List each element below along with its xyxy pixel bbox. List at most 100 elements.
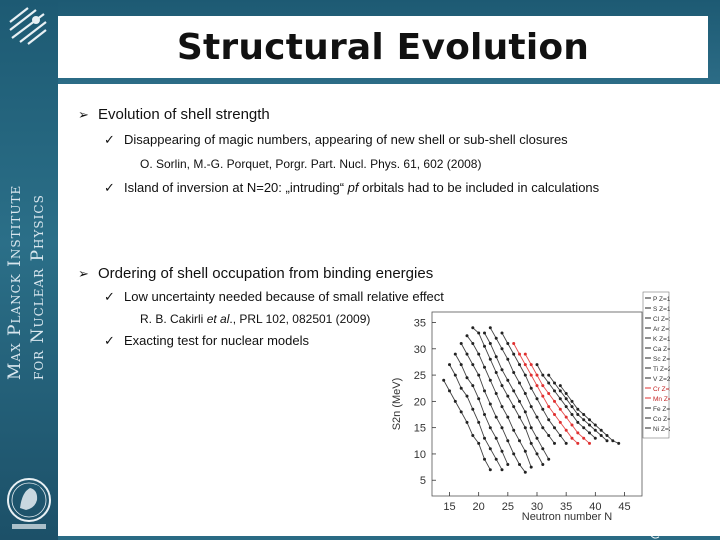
series-point — [471, 434, 475, 437]
x-tick-label: 45 — [618, 501, 630, 513]
y-tick-label: 10 — [414, 449, 426, 461]
bullet-2-sub-1-text: Low uncertainty needed because of small … — [124, 289, 444, 304]
series-point — [500, 384, 504, 388]
series-point — [523, 426, 527, 430]
bullet-1: ➢ Evolution of shell strength — [78, 106, 270, 123]
series-point — [488, 342, 492, 345]
reference-sorlin-text: O. Sorlin, M.-G. Porquet, Porgr. Part. N… — [140, 157, 482, 171]
institute-logo-icon — [9, 7, 47, 45]
series-point — [541, 426, 545, 430]
series-point — [529, 363, 533, 367]
series-point — [570, 405, 574, 409]
series-point — [488, 426, 492, 430]
series-point — [547, 457, 551, 461]
bullet-2-sub-2: ✓ Exacting test for nuclear models — [104, 333, 309, 349]
series-point — [512, 405, 516, 409]
series-point — [541, 394, 545, 398]
series-point — [547, 373, 551, 377]
series-point — [541, 373, 545, 377]
series-point — [535, 363, 539, 367]
bullet-2-text: Ordering of shell occupation from bindin… — [98, 265, 434, 282]
series-point — [483, 413, 486, 416]
series-point — [494, 336, 498, 340]
series-point — [547, 418, 551, 422]
legend-entry: Fe Z=26 — [653, 406, 670, 413]
series-point — [488, 402, 492, 406]
bullet-1-text: Evolution of shell strength — [98, 106, 270, 123]
series-point — [553, 381, 556, 385]
x-tick-label: 40 — [589, 501, 601, 513]
series-point — [483, 457, 486, 461]
series-point — [453, 399, 457, 403]
series-point — [523, 352, 527, 356]
institute-line-1: Max Planck Institute — [5, 184, 25, 380]
series-point — [558, 434, 562, 437]
series-point — [588, 418, 591, 422]
series-point — [459, 410, 463, 414]
plot-frame — [431, 311, 643, 497]
series-point — [500, 449, 504, 453]
series-point — [442, 378, 446, 382]
series-point — [500, 426, 504, 430]
x-tick-label: 20 — [473, 501, 485, 513]
series-point — [582, 436, 586, 440]
series-point — [558, 389, 562, 393]
series-point — [518, 381, 521, 385]
series-point — [506, 463, 510, 466]
series-point — [500, 347, 504, 351]
y-tick-label: 25 — [414, 370, 426, 382]
series-point — [564, 415, 568, 419]
series-point — [465, 352, 469, 356]
series-point — [448, 389, 451, 393]
series-point — [599, 428, 603, 432]
series-point — [547, 434, 551, 437]
series-point — [494, 415, 498, 419]
y-tick-label: 5 — [420, 475, 426, 487]
series-point — [465, 376, 469, 380]
legend-entry: K Z=19 — [653, 336, 670, 343]
series-point — [471, 363, 475, 367]
series-point — [471, 407, 475, 411]
y-tick-label: 15 — [414, 423, 426, 435]
x-axis-label: Neutron number N — [522, 511, 613, 523]
series-point — [488, 378, 492, 382]
series-point — [553, 426, 556, 430]
series-point — [477, 352, 481, 356]
series-point — [535, 373, 539, 377]
series-point — [541, 407, 545, 411]
series-point — [558, 397, 562, 401]
series-line — [449, 364, 503, 470]
series-point — [494, 457, 498, 461]
bullet-1-sub-2-em: pf — [347, 180, 359, 195]
series-point — [465, 334, 469, 338]
series-point — [605, 439, 609, 443]
series-point — [558, 420, 562, 424]
series-point — [494, 436, 498, 440]
series-line — [484, 332, 550, 460]
series-point — [483, 436, 486, 440]
series-point — [582, 418, 586, 422]
series-point — [518, 415, 521, 419]
series-line — [489, 327, 555, 444]
series-point — [512, 371, 516, 374]
bullet-1-sub-2-text-a: Island of inversion at N=20: „intruding“ — [124, 180, 348, 195]
series-point — [553, 441, 556, 445]
series-point — [500, 331, 504, 335]
series-point — [459, 342, 463, 345]
reference-cakirli-b: ., PRL 102, 082501 (2009) — [229, 312, 371, 326]
legend-entry: Cl Z=17 — [653, 316, 670, 323]
x-tick-label: 30 — [531, 501, 543, 513]
series-point — [512, 342, 516, 345]
title-box: Structural Evolution — [58, 16, 708, 78]
legend-box — [642, 291, 670, 439]
series-point — [553, 389, 556, 393]
series-point — [576, 407, 580, 411]
series-point — [576, 441, 580, 445]
institute-line-2: for Nuclear Physics — [28, 194, 48, 380]
series-point — [488, 468, 492, 472]
series-point — [518, 352, 521, 356]
series-point — [459, 386, 463, 390]
series-point — [488, 357, 492, 361]
reference-sorlin: O. Sorlin, M.-G. Porquet, Porgr. Part. N… — [140, 157, 481, 171]
series-line — [513, 343, 579, 444]
